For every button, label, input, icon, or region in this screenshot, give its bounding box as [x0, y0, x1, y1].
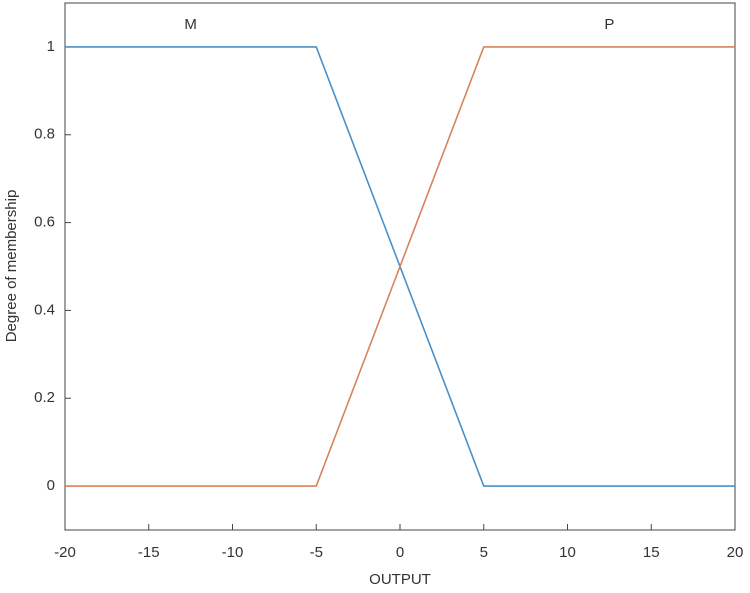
y-tick-label: 0.2	[34, 389, 55, 406]
series-line	[65, 46, 735, 487]
y-tick-label: 1	[47, 38, 55, 55]
y-tick-label: 0.6	[34, 214, 55, 231]
annotation: P	[604, 16, 614, 33]
x-tick-label: 20	[727, 544, 744, 561]
x-tick-label: -15	[138, 544, 160, 561]
x-tick-label: -20	[54, 544, 76, 561]
y-axis-label: Degree of membership	[3, 190, 20, 343]
y-tick-label: 0.4	[34, 301, 55, 318]
y-tick-label: 0.8	[34, 126, 55, 143]
x-tick-label: -5	[310, 544, 323, 561]
x-axis-label: OUTPUT	[369, 571, 431, 588]
x-tick-label: 0	[396, 544, 404, 561]
annotation: M	[184, 16, 197, 33]
x-tick-label: -10	[222, 544, 244, 561]
x-tick-label: 10	[559, 544, 576, 561]
x-tick-label: 15	[643, 544, 660, 561]
x-tick-label: 5	[480, 544, 488, 561]
y-tick-label: 0	[47, 477, 55, 494]
